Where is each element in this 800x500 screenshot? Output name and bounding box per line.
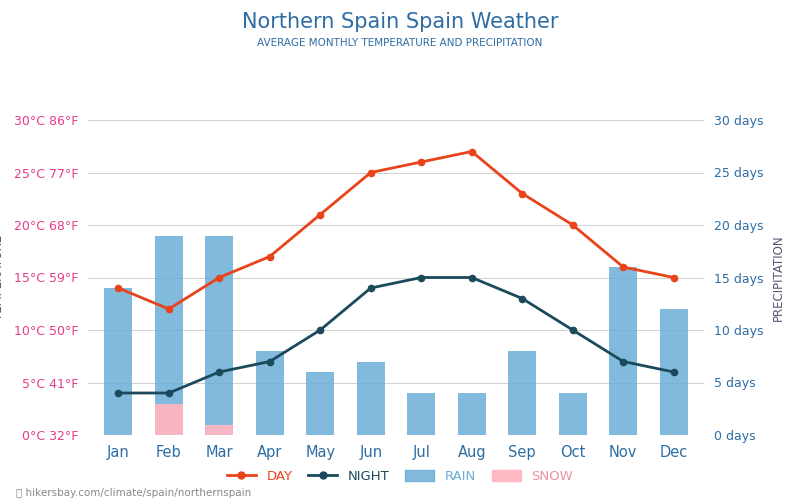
Text: AVERAGE MONTHLY TEMPERATURE AND PRECIPITATION: AVERAGE MONTHLY TEMPERATURE AND PRECIPIT… [258,38,542,48]
Legend: DAY, NIGHT, RAIN, SNOW: DAY, NIGHT, RAIN, SNOW [222,465,578,488]
Y-axis label: TEMPERATURE: TEMPERATURE [0,235,6,320]
Bar [256,351,284,435]
Bar [610,267,637,435]
Bar [155,236,182,435]
Y-axis label: PRECIPITATION: PRECIPITATION [771,234,785,321]
Bar [206,236,233,435]
Bar [508,351,536,435]
Bar [155,404,182,435]
Bar [458,393,486,435]
Text: 🔍 hikersbay.com/climate/spain/northernspain: 🔍 hikersbay.com/climate/spain/northernsp… [16,488,251,498]
Bar [105,288,132,435]
Bar [306,372,334,435]
Bar [206,424,233,435]
Bar [559,393,586,435]
Text: Northern Spain Spain Weather: Northern Spain Spain Weather [242,12,558,32]
Bar [357,362,385,435]
Bar [660,309,687,435]
Bar [407,393,435,435]
